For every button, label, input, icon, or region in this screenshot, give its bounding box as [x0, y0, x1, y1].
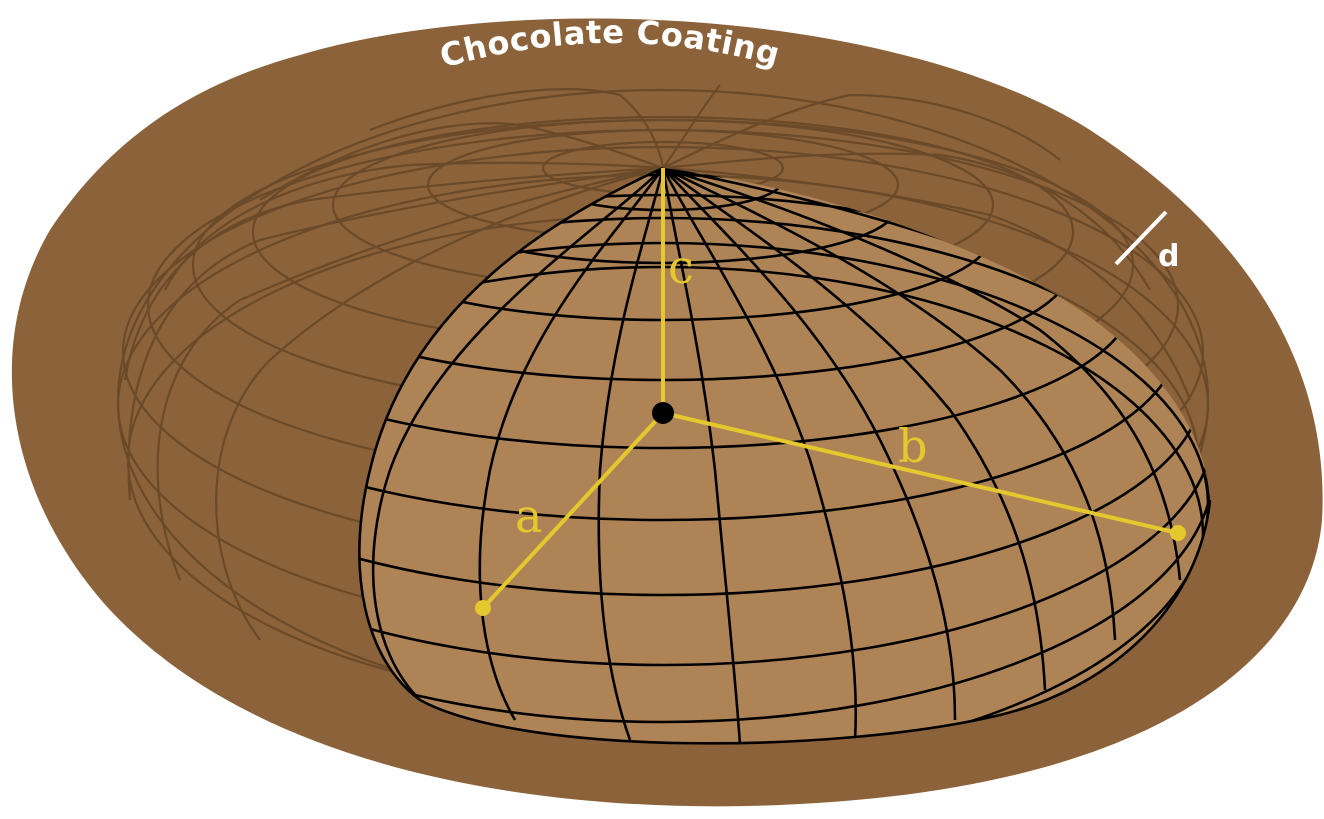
thickness-marker [1114, 210, 1168, 266]
ellipsoid-front-outline [358, 166, 1212, 745]
semi-axes [475, 168, 1186, 616]
axis-a-endpoint [475, 600, 491, 616]
axis-b-line [662, 411, 1179, 535]
center-point [652, 402, 674, 424]
axis-label-a: a [515, 489, 542, 543]
axis-a-line [481, 411, 665, 610]
axis-label-b: b [898, 419, 927, 473]
axis-b-endpoint [1170, 525, 1186, 541]
axis-label-c: c [668, 240, 694, 294]
thickness-label-d: d [1158, 239, 1179, 274]
